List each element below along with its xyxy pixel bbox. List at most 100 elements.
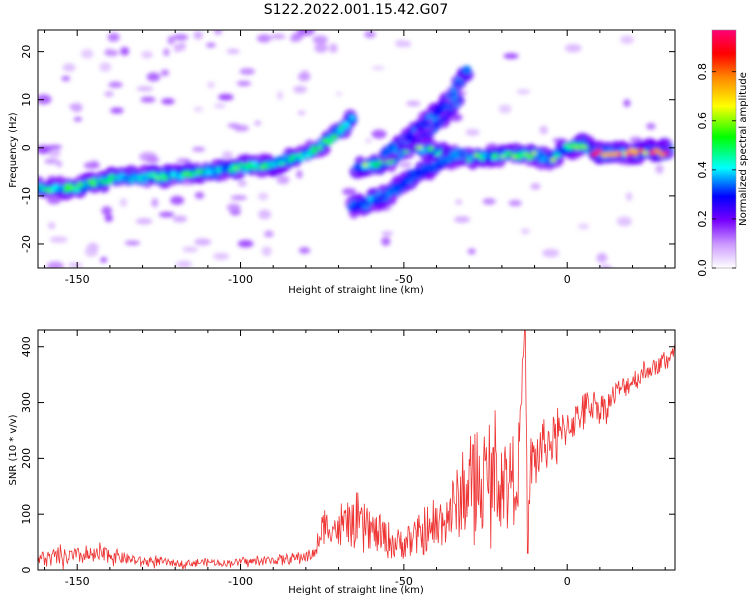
heatmap-ridge-blob (371, 198, 378, 204)
heatmap-ridge-blob (205, 169, 214, 175)
heatmap-noise-blob (467, 248, 476, 255)
heatmap-noise-blob (136, 86, 154, 92)
heatmap-noise-blob (192, 146, 206, 152)
heatmap-ridge-blob (461, 73, 468, 79)
heatmap-noise-blob (655, 164, 664, 174)
heatmap-noise-blob (104, 49, 119, 57)
heatmap-ridge-blob (468, 155, 474, 161)
heatmap-noise-blob (395, 39, 408, 48)
heatmap-noise-blob (135, 218, 153, 225)
heatmap-ridge-blob (642, 150, 649, 156)
heatmap-noise-blob (289, 35, 301, 43)
heatmap-noise-blob (270, 33, 286, 40)
heatmap-ridge-blob (238, 162, 245, 168)
heatmap-noise-blob (38, 94, 52, 105)
heatmap-noise-blob (61, 75, 71, 82)
heatmap-ridge-blob (52, 184, 59, 190)
snr-frame (37, 329, 676, 571)
heatmap-noise-blob (226, 203, 241, 212)
heatmap-noise-blob (539, 125, 548, 135)
snr-y-tick-label: 300 (20, 392, 33, 413)
heatmap-ridge-blob (195, 169, 202, 175)
heatmap-noise-blob (84, 247, 98, 257)
heatmap-ridge-blob (405, 135, 412, 141)
heatmap-ridge-blob (427, 118, 433, 124)
heatmap-ridge-blob (638, 147, 644, 153)
heatmap-noise-blob (194, 238, 212, 246)
heatmap-noise-blob (296, 169, 303, 179)
heatmap-ridge-blob (372, 162, 380, 168)
heatmap-ridge-blob (662, 151, 669, 156)
heatmap-noise-blob (297, 110, 306, 116)
heatmap-noise-blob (47, 221, 56, 230)
heatmap-noise-blob (482, 198, 496, 205)
heatmap-noise-blob (47, 144, 62, 150)
snr-y-tick-label: 0 (20, 567, 33, 574)
heatmap-noise-blob (101, 206, 113, 216)
heatmap-ridge-blob (307, 149, 314, 155)
spectrogram-y-ticks: -20 -10 0 10 20 (20, 45, 675, 253)
colorbar-tick-label: 0.8 (696, 63, 709, 81)
heatmap-ridge-blob (540, 156, 547, 162)
heatmap-noise-blob (599, 265, 612, 268)
colorbar-frame (711, 29, 737, 269)
heatmap-noise-blob (314, 42, 328, 53)
spectrogram-x-axis-label: Height of straight line (km) (288, 285, 424, 296)
spectrogram-y-tick-label: -20 (20, 235, 33, 253)
heatmap-ridge-blob (414, 170, 423, 176)
heatmap-noise-blob (146, 72, 161, 82)
heatmap-noise-blob (623, 99, 631, 108)
heatmap-noise-blob (172, 215, 188, 223)
heatmap-noise-blob (261, 246, 272, 257)
heatmap-noise-blob (381, 236, 391, 246)
heatmap-ridge-blob (385, 191, 393, 196)
heatmap-noise-blob (498, 104, 512, 114)
heatmap-ridge-blob (518, 151, 526, 157)
heatmap-ridge-blob (480, 152, 488, 158)
heatmap-ridge-blob (628, 147, 635, 153)
heatmap-noise-blob (83, 161, 101, 169)
heatmap-noise-blob (194, 191, 205, 199)
heatmap-noise-blob (364, 31, 376, 38)
heatmap-ridge-blob (580, 144, 588, 150)
spectrogram-y-tick-label: 0 (20, 144, 33, 151)
heatmap-noise-blob (620, 35, 635, 45)
snr-panel: -150 -100 -50 0 0 100 200 300 400 Height of str… (8, 329, 676, 596)
heatmap-ridge-blob (595, 148, 603, 154)
heatmap-ridge-blob (122, 177, 128, 183)
spectrogram-x-tick-label: 0 (564, 273, 571, 286)
heatmap-noise-blob (161, 98, 175, 105)
heatmap-noise-blob (381, 231, 394, 236)
heatmap-ridge-blob (617, 151, 623, 157)
heatmap-noise-blob (406, 100, 421, 107)
heatmap-ridge-blob (459, 152, 466, 158)
heatmap-noise-blob (616, 216, 633, 227)
snr-x-tick-label: -150 (65, 575, 90, 588)
heatmap-noise-blob (119, 198, 128, 208)
figure-title: S122.2022.001.15.42.G07 (264, 2, 449, 18)
heatmap-noise-blob (508, 199, 522, 207)
heatmap-noise-blob (297, 72, 311, 82)
heatmap-ridge-blob (326, 137, 334, 143)
heatmap-noise-blob (68, 262, 83, 268)
heatmap-noise-blob (263, 230, 274, 238)
heatmap-noise-blob (49, 236, 68, 243)
colorbar-label: Normalized spectral amplitude (738, 72, 749, 226)
heatmap-noise-blob (254, 120, 262, 126)
heatmap-noise-blob (56, 160, 63, 168)
heatmap-ridge-blob (462, 65, 472, 75)
heatmap-noise-blob (298, 247, 311, 254)
heatmap-noise-blob (226, 48, 240, 54)
colorbar-tick-label: 0.4 (696, 161, 709, 179)
heatmap-noise-blob (276, 90, 284, 101)
heatmap-noise-blob (104, 90, 114, 98)
heatmap-noise-blob (257, 192, 269, 201)
heatmap-noise-blob (163, 48, 170, 57)
heatmap-ridge-blob (553, 153, 560, 159)
colorbar-tick-label: 0.6 (696, 112, 709, 130)
heatmap-ridge-blob (431, 111, 437, 117)
heatmap-noise-blob (564, 44, 582, 53)
heatmap-noise-blob (104, 214, 113, 222)
heatmap-noise-blob (503, 53, 519, 59)
heatmap-noise-blob (44, 158, 59, 165)
